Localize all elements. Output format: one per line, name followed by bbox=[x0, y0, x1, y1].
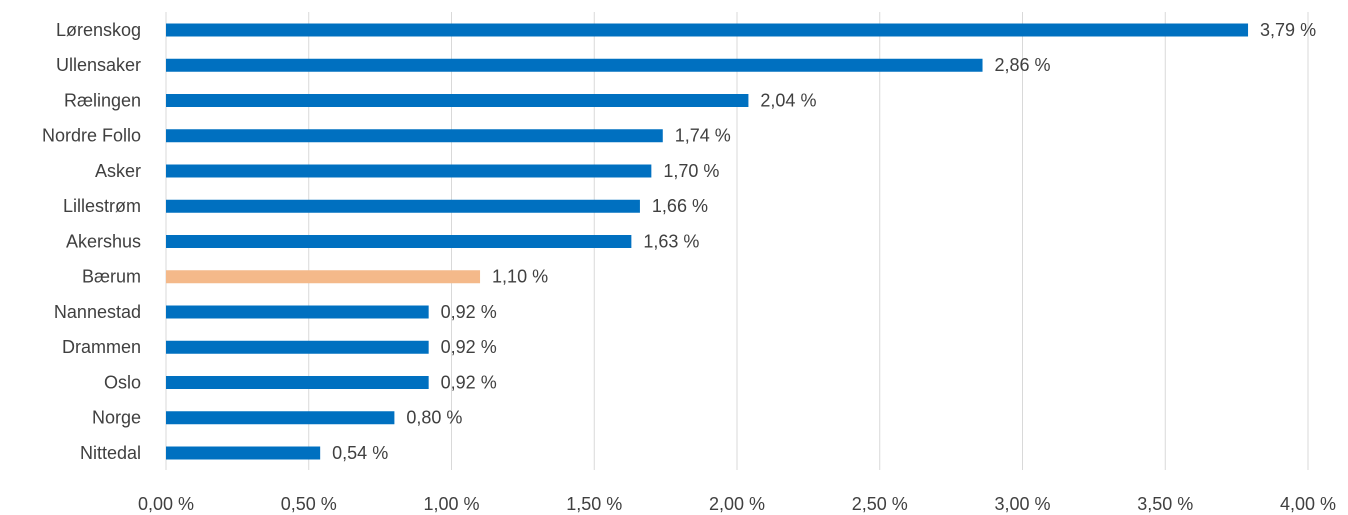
bar bbox=[166, 199, 640, 213]
value-label: 0,54 % bbox=[332, 443, 388, 463]
y-tick-label: Rælingen bbox=[64, 90, 141, 110]
x-tick-label: 0,00 % bbox=[138, 494, 194, 514]
y-tick-label: Ullensaker bbox=[56, 55, 141, 75]
value-label: 2,86 % bbox=[995, 55, 1051, 75]
x-tick-label: 4,00 % bbox=[1280, 494, 1336, 514]
bar bbox=[166, 94, 749, 107]
bar bbox=[166, 23, 1249, 37]
y-tick-label: Akershus bbox=[66, 231, 141, 251]
bar bbox=[166, 411, 395, 425]
bar bbox=[166, 270, 481, 284]
y-tick-label: Oslo bbox=[104, 372, 141, 392]
y-tick-label: Bærum bbox=[82, 267, 141, 287]
x-tick-label: 1,50 % bbox=[566, 494, 622, 514]
value-label: 1,10 % bbox=[492, 267, 548, 287]
x-tick-label: 2,00 % bbox=[709, 494, 765, 514]
value-label: 1,66 % bbox=[652, 196, 708, 216]
value-label: 1,63 % bbox=[643, 231, 699, 251]
y-tick-label: Lørenskog bbox=[56, 20, 141, 40]
bar bbox=[166, 376, 429, 389]
value-label: 0,92 % bbox=[441, 337, 497, 357]
y-tick-label: Drammen bbox=[62, 337, 141, 357]
value-label: 3,79 % bbox=[1260, 20, 1316, 40]
value-label: 1,74 % bbox=[675, 126, 731, 146]
value-label: 1,70 % bbox=[663, 161, 719, 181]
bar bbox=[166, 235, 632, 248]
value-label: 0,80 % bbox=[406, 408, 462, 428]
value-label: 2,04 % bbox=[760, 90, 816, 110]
y-tick-label: Asker bbox=[95, 161, 141, 181]
bar bbox=[166, 129, 663, 143]
bar bbox=[166, 164, 652, 178]
x-tick-label: 3,50 % bbox=[1137, 494, 1193, 514]
bar bbox=[166, 58, 983, 72]
x-tick-label: 0,50 % bbox=[281, 494, 337, 514]
y-tick-label: Nordre Follo bbox=[42, 126, 141, 146]
bar bbox=[166, 446, 321, 460]
y-tick-label: Nittedal bbox=[80, 443, 141, 463]
value-label: 0,92 % bbox=[441, 302, 497, 322]
y-tick-label: Lillestrøm bbox=[63, 196, 141, 216]
y-tick-label: Nannestad bbox=[54, 302, 141, 322]
bar bbox=[166, 305, 429, 319]
value-label: 0,92 % bbox=[441, 372, 497, 392]
x-tick-label: 1,00 % bbox=[423, 494, 479, 514]
x-tick-label: 2,50 % bbox=[852, 494, 908, 514]
bar bbox=[166, 340, 429, 354]
y-tick-label: Norge bbox=[92, 408, 141, 428]
x-tick-label: 3,00 % bbox=[994, 494, 1050, 514]
